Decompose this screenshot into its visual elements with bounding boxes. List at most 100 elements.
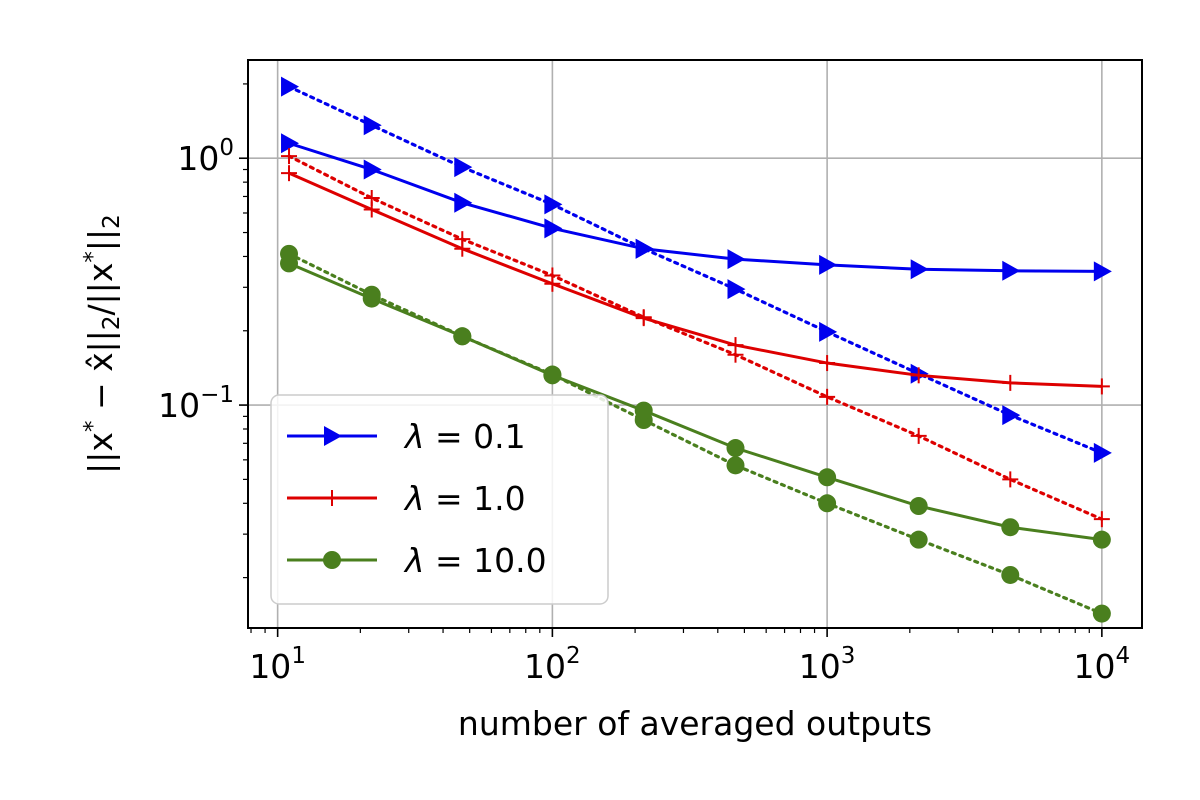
legend-label-value: = 10.0 — [425, 541, 547, 580]
series-1-solid-line — [288, 171, 1102, 388]
y-tick-label-exponent: −1 — [200, 382, 234, 408]
grid — [248, 60, 1142, 628]
series-0-dotted-point — [363, 115, 382, 136]
series-1-dotted-point — [819, 388, 836, 405]
legend-label-value: = 1.0 — [425, 479, 526, 518]
x-tick-label: 102 — [524, 643, 581, 686]
y-axis-label-part: * — [80, 421, 106, 433]
legend-label-symbol: λ — [403, 541, 425, 580]
y-axis-label-part: x — [81, 352, 120, 372]
series-1-solid-point — [281, 165, 298, 182]
series-2 — [280, 244, 1111, 623]
y-axis-label-part — [81, 410, 120, 421]
series-1-dotted-point — [1002, 471, 1019, 488]
series-0-dotted-point — [544, 194, 563, 215]
x-tick-label-base: 10 — [249, 647, 291, 686]
series-0-solid-point — [727, 249, 746, 270]
series-0 — [281, 76, 1112, 463]
series-2-solid-point — [1092, 530, 1111, 549]
x-tick-label-exponent: 1 — [291, 643, 306, 669]
series-layer — [280, 76, 1112, 623]
x-tick-label-base: 10 — [1074, 647, 1116, 686]
legend-box — [270, 394, 609, 605]
legend-label-value: = 0.1 — [425, 417, 526, 456]
y-axis-label-part: * — [80, 251, 106, 263]
series-2-solid-point — [818, 468, 837, 487]
y-axis-label-part: 2 — [99, 315, 125, 330]
series-1-dotted-point — [281, 148, 298, 165]
series-1-solid-point — [819, 355, 836, 372]
plot-frame — [247, 59, 1143, 629]
legend-marker — [324, 426, 342, 446]
y-axis-label-part: | — [81, 240, 120, 251]
x-tick-label: 103 — [799, 643, 856, 686]
x-tick-label: 101 — [249, 643, 306, 686]
y-tick-label-base: 10 — [158, 386, 200, 425]
y-axis-label-part: | — [81, 293, 120, 304]
series-1 — [281, 148, 1110, 528]
series-2-solid-point — [1001, 518, 1020, 537]
series-1-solid-point — [1093, 378, 1110, 395]
series-0-solid-point — [1093, 261, 1112, 282]
series-1-dotted-line — [287, 154, 1104, 521]
series-1-solid-point — [363, 201, 380, 218]
y-axis-label-part — [81, 372, 120, 383]
y-axis-label-part: / — [81, 303, 120, 315]
legend-label: λ = 10.0 — [403, 541, 547, 580]
legend-label-symbol: λ — [403, 479, 425, 518]
x-tick-label-exponent: 3 — [841, 643, 856, 669]
y-axis-label-part: x — [81, 263, 120, 283]
series-0-solid-point — [1002, 260, 1021, 281]
legend-item: λ = 0.1 — [287, 417, 526, 456]
series-0-solid-point — [819, 254, 838, 275]
series-2-dotted-point — [818, 494, 837, 513]
series-2-dotted-point — [1092, 604, 1111, 623]
series-0-dotted-point — [454, 157, 473, 178]
y-tick-label: 10−1 — [158, 382, 234, 425]
series-1-dotted-point — [910, 427, 927, 444]
y-tick-label-base: 10 — [177, 139, 219, 178]
legend-item: λ = 1.0 — [287, 479, 526, 518]
series-1-solid-point — [635, 310, 652, 327]
y-axis-label-part: | — [81, 463, 120, 474]
series-0-solid-point — [544, 218, 563, 239]
legend-marker — [323, 551, 341, 569]
series-0-dotted-point — [727, 279, 746, 300]
legend-label-symbol: λ — [403, 417, 425, 456]
y-axis-label-part: 2 — [99, 214, 125, 229]
legend-marker — [324, 490, 340, 506]
y-axis-label-part: | — [81, 341, 120, 352]
y-axis-label-part: | — [81, 282, 120, 293]
series-2-dotted-point — [726, 456, 745, 475]
series-2-dotted-line — [287, 252, 1104, 616]
series-2-solid-point — [543, 366, 562, 385]
series-0-dotted-point — [819, 321, 838, 342]
x-axis-label: number of averaged outputs — [458, 704, 932, 743]
series-1-solid-point — [1002, 374, 1019, 391]
series-0-solid-line — [288, 141, 1102, 273]
x-tick-label-exponent: 4 — [1116, 643, 1131, 669]
series-2-dotted-point — [909, 530, 928, 549]
y-axis-label-part: − — [81, 382, 120, 410]
series-1-solid-point — [544, 275, 561, 292]
series-2-solid-line — [288, 261, 1103, 542]
series-0-dotted-point — [1002, 405, 1021, 426]
y-tick-label-exponent: 0 — [219, 135, 234, 161]
series-2-solid-point — [909, 497, 928, 516]
series-0-dotted-point — [1093, 442, 1112, 463]
series-2-solid-point — [634, 401, 653, 420]
series-2-solid-point — [280, 254, 299, 273]
y-axis-label-part: x — [81, 432, 120, 452]
y-axis-label-part: | — [81, 452, 120, 463]
series-2-dotted-point — [1001, 565, 1020, 584]
series-0-solid-point — [454, 192, 473, 213]
series-2-solid-point — [726, 439, 745, 458]
y-axis-label-part: | — [81, 330, 120, 341]
series-0-solid-point — [910, 259, 929, 280]
y-tick-label: 100 — [177, 135, 234, 178]
legend-label: λ = 0.1 — [403, 417, 526, 456]
series-1-solid-point — [454, 240, 471, 257]
x-tick-label-exponent: 2 — [566, 643, 581, 669]
